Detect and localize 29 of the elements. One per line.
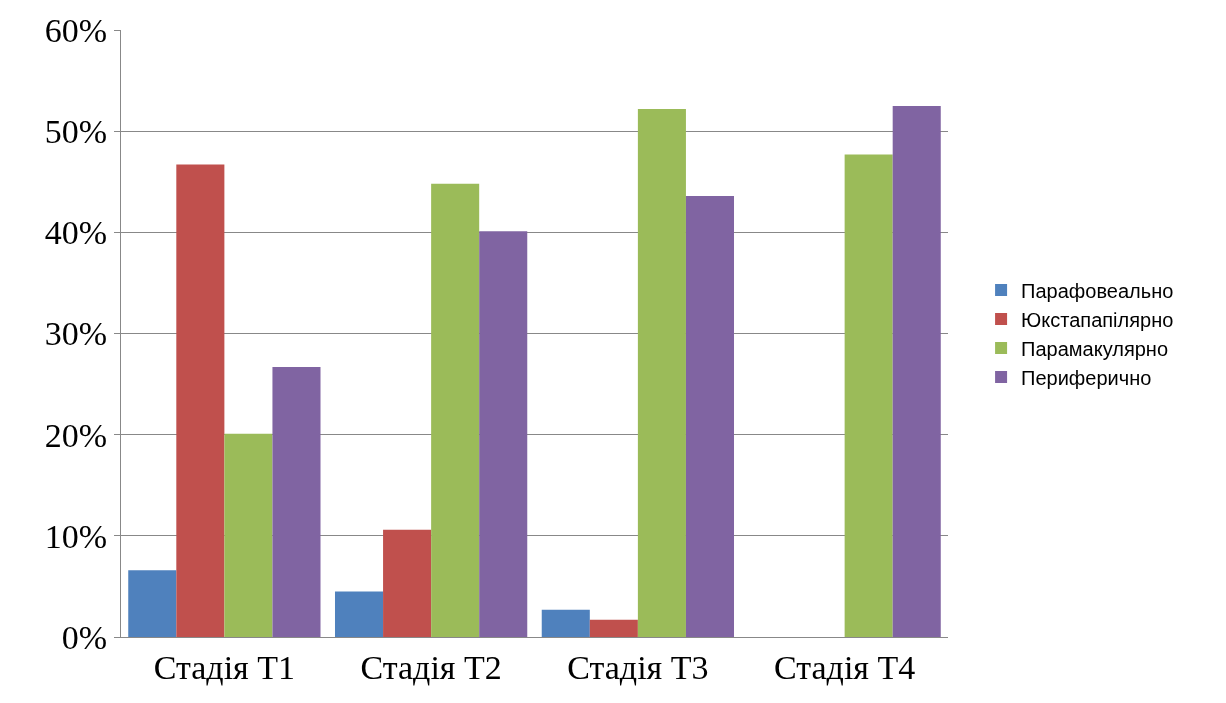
bar (176, 164, 225, 637)
legend-label: Юкстапапілярно (1021, 308, 1174, 331)
legend-label: Периферично (1021, 366, 1152, 389)
bar (685, 195, 735, 637)
bar (541, 609, 590, 637)
bar (431, 183, 480, 637)
x-tick-label: Стадія Т1 (153, 648, 296, 686)
bar (892, 105, 941, 637)
y-tick-label: 40% (44, 214, 108, 252)
bar (479, 231, 528, 637)
legend-label: Парафовеально (1021, 279, 1174, 302)
bar (637, 108, 686, 637)
bar (383, 529, 432, 637)
y-tick-label: 0% (61, 618, 108, 656)
x-tick-label: Стадія Т2 (360, 648, 502, 686)
bar (224, 433, 273, 637)
bar (272, 366, 321, 637)
bar (844, 154, 893, 637)
x-tick-label: Стадія Т4 (774, 648, 916, 686)
y-tick-label: 50% (44, 113, 108, 151)
y-tick-label: 30% (44, 315, 108, 353)
bar (589, 619, 638, 637)
y-tick-label: 60% (44, 11, 108, 49)
legend-label: Парамакулярно (1021, 337, 1169, 360)
y-tick-label: 20% (44, 416, 108, 454)
bar (334, 591, 384, 637)
bar (128, 570, 177, 637)
y-tick-label: 10% (44, 517, 108, 555)
x-tick-label: Стадія Т3 (567, 648, 709, 686)
